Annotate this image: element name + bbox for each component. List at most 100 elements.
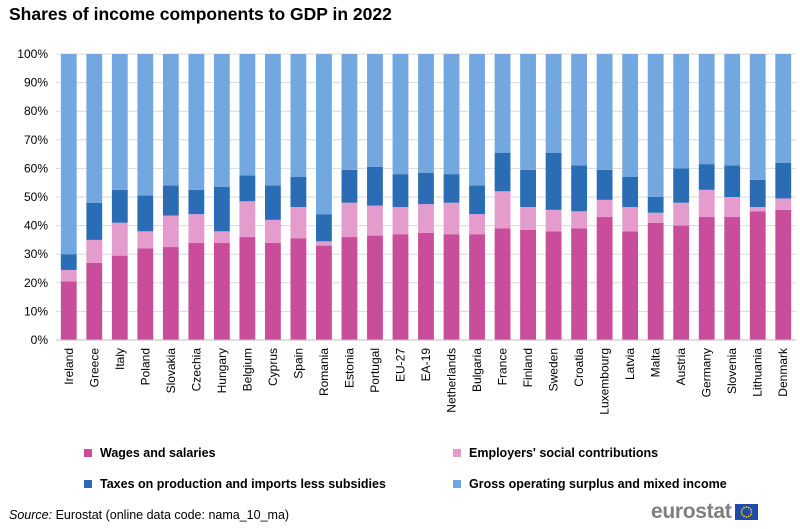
- bar-segment-lithuania-0: [749, 211, 766, 340]
- bar-segment-eu-27-3: [392, 54, 409, 175]
- bar-segment-portugal-0: [367, 235, 383, 340]
- bar-segment-spain-1: [290, 207, 307, 239]
- bar-segment-france-2: [494, 152, 511, 192]
- bar-segment-romania-0: [316, 245, 332, 340]
- x-tick-label: Netherlands: [445, 348, 459, 413]
- x-tick-label: Bulgaria: [470, 348, 484, 392]
- y-tick-label: 30%: [24, 247, 48, 261]
- bar-segment-denmark-2: [775, 162, 792, 199]
- bar-segment-luxembourg-1: [596, 199, 613, 218]
- x-tick-label: EA-19: [419, 348, 433, 382]
- bar-segment-hungary-2: [213, 186, 230, 232]
- source-label: Source:: [9, 508, 53, 522]
- bar-segment-czechia-0: [188, 242, 205, 340]
- bar-segment-greece-1: [86, 239, 103, 263]
- bar-segment-cyprus-0: [264, 242, 281, 340]
- x-tick-label: Poland: [138, 348, 152, 385]
- legend-label: Gross operating surplus and mixed income: [469, 477, 727, 491]
- bar-segment-italy-1: [111, 222, 128, 256]
- bar-segment-finland-0: [520, 229, 536, 340]
- bar-segment-france-0: [494, 228, 511, 340]
- eu-flag-icon: [735, 504, 759, 520]
- x-tick-label: France: [496, 348, 510, 386]
- y-tick-label: 20%: [24, 276, 48, 290]
- source-text: Eurostat (online data code: nama_10_ma): [55, 508, 290, 522]
- x-tick-label: Czechia: [189, 348, 203, 392]
- legend-label: Taxes on production and imports less sub…: [100, 477, 386, 491]
- bar-segment-netherlands-3: [443, 54, 460, 175]
- bar-segment-czechia-1: [188, 214, 205, 243]
- bar-segment-lithuania-1: [749, 207, 766, 212]
- bar-segment-malta-1: [647, 212, 664, 223]
- bar-segment-netherlands-0: [443, 234, 460, 340]
- bar-segment-bulgaria-0: [469, 234, 485, 340]
- bar-segment-slovenia-0: [724, 217, 741, 340]
- bar-segment-romania-1: [316, 241, 332, 246]
- y-tick-label: 90%: [24, 76, 48, 90]
- bar-segment-bulgaria-2: [469, 185, 485, 215]
- bar-segment-sweden-0: [545, 231, 562, 340]
- bar-segment-czechia-2: [188, 189, 205, 215]
- legend-item-wages: Wages and salaries: [84, 446, 216, 460]
- bar-segment-luxembourg-0: [596, 217, 613, 340]
- bar-segment-sweden-3: [545, 54, 562, 153]
- bar-segment-belgium-0: [239, 237, 256, 340]
- legend-swatch: [84, 449, 92, 457]
- y-tick-label: 40%: [24, 219, 48, 233]
- bar-segment-germany-1: [698, 189, 715, 218]
- bar-segment-slovakia-3: [162, 54, 179, 186]
- legend-item-gross-surplus: Gross operating surplus and mixed income: [453, 477, 727, 491]
- y-tick-label: 80%: [24, 104, 48, 118]
- x-tick-label: Malta: [649, 348, 663, 378]
- bar-segment-spain-2: [290, 176, 307, 208]
- bar-segment-romania-2: [316, 214, 332, 242]
- bar-segment-italy-2: [111, 189, 128, 223]
- bar-segment-italy-0: [111, 255, 128, 340]
- x-tick-label: Hungary: [215, 348, 229, 393]
- bar-segment-portugal-3: [367, 54, 383, 167]
- y-tick-label: 70%: [24, 133, 48, 147]
- y-tick-label: 50%: [24, 190, 48, 204]
- bar-segment-belgium-3: [239, 54, 256, 176]
- bar-segment-latvia-0: [622, 231, 639, 340]
- bar-segment-greece-2: [86, 202, 103, 240]
- bar-segment-finland-1: [520, 207, 536, 230]
- x-tick-label: Luxembourg: [598, 348, 612, 415]
- x-tick-label: Portugal: [368, 348, 382, 393]
- bar-segment-poland-2: [137, 195, 154, 232]
- bar-segment-austria-2: [673, 168, 690, 203]
- bar-segment-eu-27-1: [392, 207, 409, 235]
- bar-segment-poland-3: [137, 54, 154, 196]
- bar-segment-portugal-1: [367, 205, 383, 236]
- x-tick-label: Latvia: [623, 348, 637, 380]
- bar-segment-croatia-3: [571, 54, 588, 166]
- x-tick-label: Sweden: [547, 348, 561, 391]
- x-tick-label: Greece: [87, 348, 101, 388]
- bar-segment-finland-3: [520, 54, 536, 170]
- bar-segment-slovenia-2: [724, 165, 741, 197]
- x-tick-label: Romania: [317, 348, 331, 396]
- bar-segment-poland-1: [137, 231, 154, 249]
- legend-label: Wages and salaries: [100, 446, 216, 460]
- y-tick-label: 10%: [24, 304, 48, 318]
- bar-segment-latvia-2: [622, 176, 639, 208]
- bar-segment-slovakia-1: [162, 215, 179, 248]
- bar-segment-belgium-2: [239, 175, 256, 202]
- x-tick-label: Slovakia: [164, 348, 178, 394]
- x-tick-label: Cyprus: [266, 348, 280, 386]
- bar-segment-spain-0: [290, 238, 307, 340]
- x-tick-label: Slovenia: [725, 348, 739, 394]
- bar-segment-eu-27-2: [392, 174, 409, 208]
- logo-text: eurostat: [651, 500, 732, 523]
- bar-segment-croatia-1: [571, 211, 588, 229]
- bar-segment-malta-0: [647, 222, 664, 340]
- bar-segment-belgium-1: [239, 201, 256, 238]
- x-tick-label: Lithuania: [751, 348, 765, 397]
- bar-segment-denmark-0: [775, 209, 792, 340]
- bar-segment-ireland-3: [60, 54, 77, 255]
- y-tick-label: 60%: [24, 161, 48, 175]
- bar-segment-ea-19-3: [418, 54, 434, 173]
- x-tick-label: Finland: [521, 348, 535, 387]
- bar-segment-romania-3: [316, 54, 332, 215]
- x-tick-label: Belgium: [240, 348, 254, 391]
